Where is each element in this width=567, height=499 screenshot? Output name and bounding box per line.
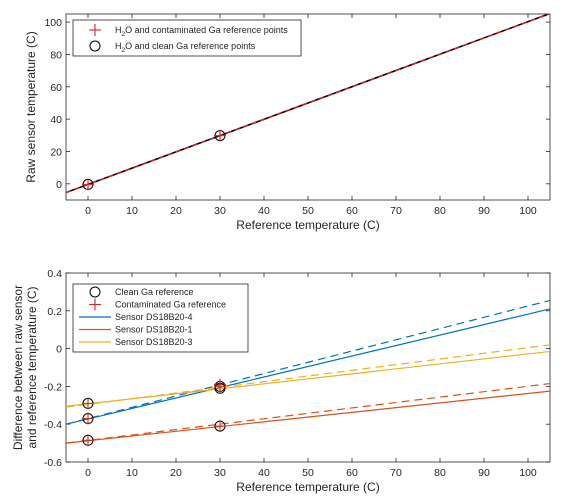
bottom-xtick-label-3: 30 [214, 467, 226, 479]
top-xtick-label-2: 20 [170, 205, 182, 217]
top-ytick-label-5: 100 [44, 17, 62, 29]
top-xtick-label-3: 30 [214, 205, 226, 217]
top-chart: 0 10 20 30 40 50 60 70 80 90 100 0 20 40 60 80 100 Refere… [24, 13, 551, 232]
bottom-legend-box [72, 283, 249, 353]
bottom-ylabel-line-0: Difference between raw sensor [11, 285, 25, 450]
bottom-legend-label-2: Sensor DS18B20-4 [115, 312, 193, 322]
bottom-ytick-label-2: -0.2 [44, 381, 62, 393]
top-series-clean-line [66, 14, 550, 194]
top-ytick-label-1: 20 [50, 146, 62, 158]
bottom-series-1-dashed-line [66, 382, 550, 444]
bottom-series-0-contaminated-point-0 [82, 412, 94, 425]
top-legend: H2O and contaminated Ga reference points… [72, 19, 302, 57]
bottom-legend-label-0: Clean Ga reference [115, 287, 194, 297]
bottom-xtick-label-10: 100 [519, 467, 537, 479]
bottom-xtick-label-0: 0 [85, 467, 91, 479]
bottom-ylabel-line-1: and reference temperature (C) [25, 286, 39, 448]
bottom-xtick-label-6: 60 [346, 467, 358, 479]
bottom-series-2-dashed-line [66, 344, 550, 408]
bottom-series-1-contaminated-point-0 [82, 434, 94, 447]
top-xtick-label-0: 0 [85, 205, 91, 217]
bottom-xtick-label-2: 20 [170, 467, 182, 479]
bottom-xtick-label-9: 90 [478, 467, 490, 479]
top-legend-label-0: H2O and contaminated Ga reference points [115, 25, 288, 38]
top-ytick-label-2: 40 [50, 114, 62, 126]
top-xtick-label-10: 100 [519, 205, 537, 217]
bottom-xtick-label-7: 70 [390, 467, 402, 479]
top-ytick-label-0: 0 [56, 179, 62, 191]
bottom-legend-label-1: Contaminated Ga reference [115, 300, 226, 310]
bottom-series-0-solid-line [66, 308, 550, 425]
bottom-ytick-label-3: 0 [56, 344, 62, 356]
bottom-series-0-dashed-line [66, 299, 550, 425]
bottom-series-1-solid-line [66, 390, 550, 444]
top-xtick-label-5: 50 [302, 205, 314, 217]
bottom-ytick-label-0: -0.6 [44, 457, 62, 469]
bottom-ytick-label-5: 0.4 [47, 268, 62, 280]
bottom-legend-label-3: Sensor DS18B20-1 [115, 325, 193, 335]
bottom-plot-area [66, 299, 550, 447]
bottom-legend-marker-0 [89, 286, 101, 298]
bottom-xtick-label-4: 40 [258, 467, 270, 479]
top-contaminated-point-1 [214, 129, 226, 142]
bottom-ytick-label-1: -0.4 [44, 419, 62, 431]
top-xtick-label-8: 80 [434, 205, 446, 217]
bottom-xtick-label-1: 10 [126, 467, 138, 479]
top-legend-label-1: H2O and clean Ga reference points [115, 41, 256, 54]
top-xtick-label-4: 40 [258, 205, 270, 217]
bottom-legend-label-4: Sensor DS18B20-3 [115, 337, 193, 347]
bottom-legend-marker-1 [89, 298, 101, 311]
top-legend-marker-0 [89, 24, 101, 36]
bottom-series-1-contaminated-point-1 [214, 420, 226, 433]
top-ytick-label-3: 60 [50, 82, 62, 94]
top-ylabel-line-0: Raw sensor temperature (C) [24, 31, 38, 182]
bottom-series-2-contaminated-point-0 [82, 397, 94, 410]
top-xtick-label-7: 70 [390, 205, 402, 217]
top-ytick-label-4: 80 [50, 49, 62, 61]
bottom-chart: 0 10 20 30 40 50 60 70 80 90 100 -0.6 -0.4 -0.2 0 0.2 0.… [11, 268, 551, 494]
bottom-xtick-label-5: 50 [302, 467, 314, 479]
top-xlabel: Reference temperature (C) [236, 218, 379, 232]
top-legend-marker-1 [89, 40, 101, 52]
bottom-series-2-contaminated-point-1 [214, 380, 226, 393]
top-contaminated-point-0 [82, 178, 94, 191]
top-xtick-label-6: 60 [346, 205, 358, 217]
top-plot-area [66, 14, 550, 194]
bottom-xlabel: Reference temperature (C) [236, 480, 379, 494]
bottom-xtick-label-8: 80 [434, 467, 446, 479]
top-xtick-label-1: 10 [126, 205, 138, 217]
bottom-ytick-label-4: 0.2 [47, 306, 62, 318]
top-legend-box [72, 19, 302, 57]
top-xtick-label-9: 90 [478, 205, 490, 217]
bottom-legend: Clean Ga reference Contaminated Ga refere… [72, 283, 249, 353]
